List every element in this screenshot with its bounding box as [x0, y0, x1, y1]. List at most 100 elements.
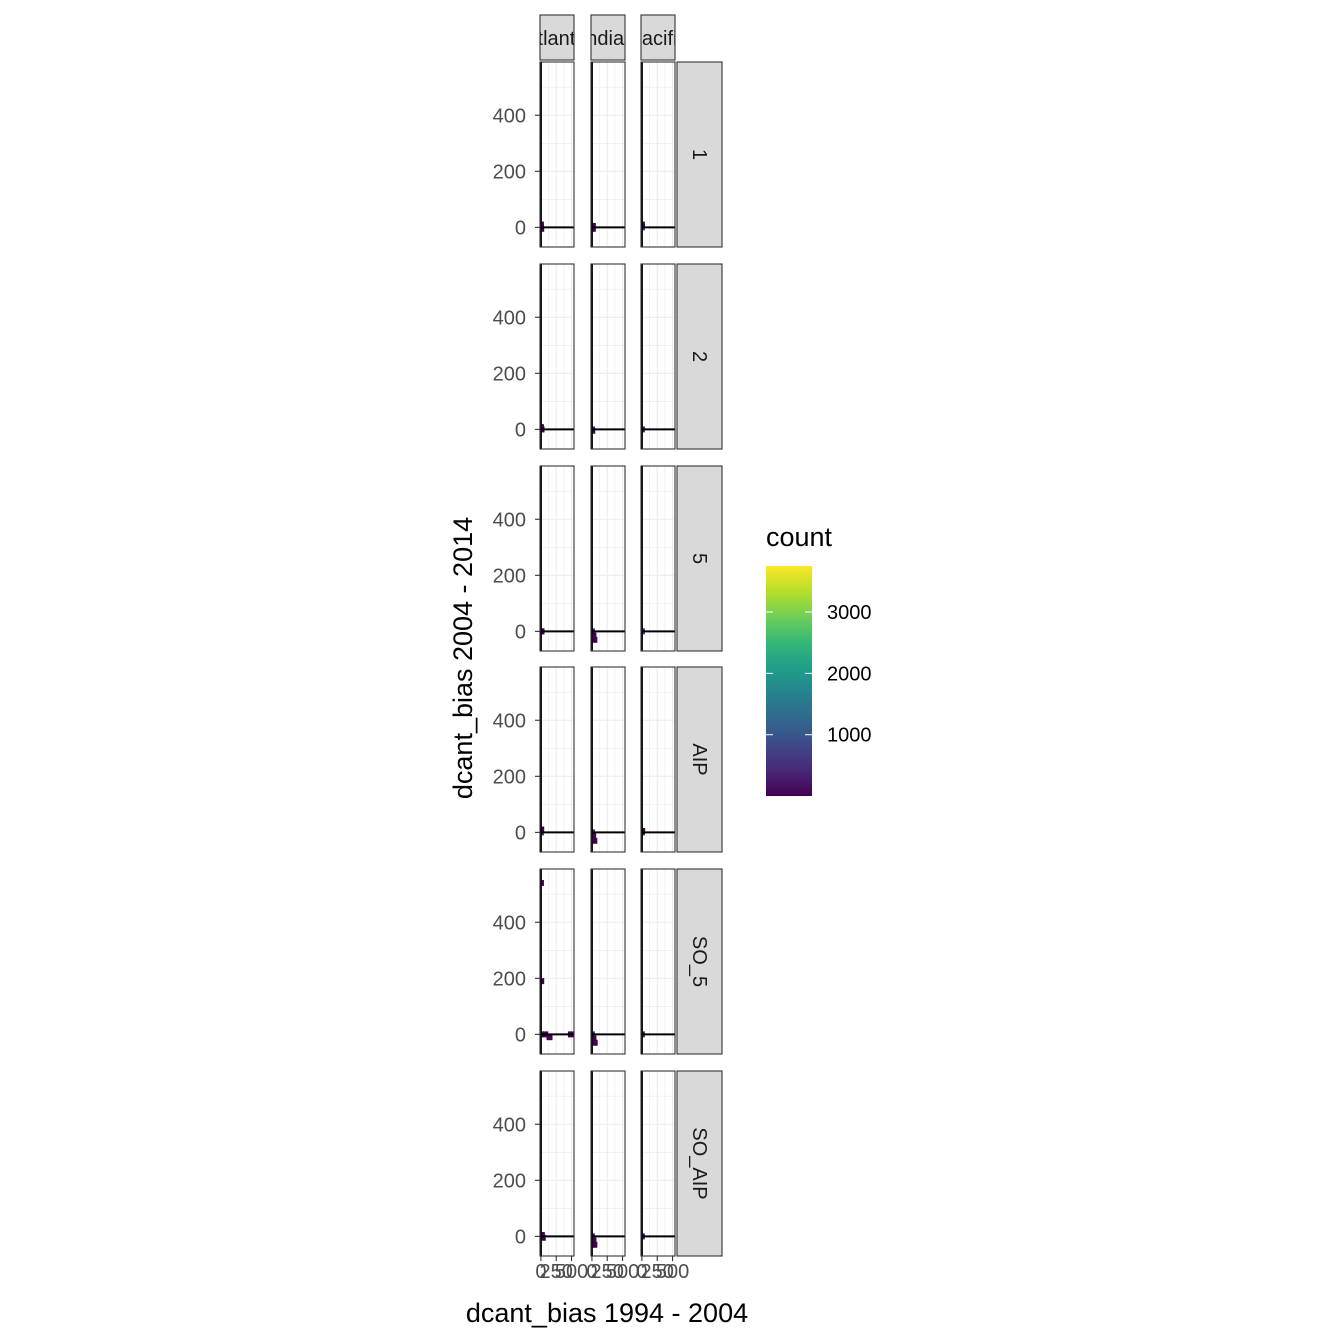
x-tick-label: 500: [555, 1261, 588, 1283]
column-strip-indian: Indian: [590, 14, 626, 61]
column-strip-label: Atlantic: [524, 28, 590, 50]
y-tick-label: 200: [493, 363, 526, 385]
panel-2-pacific: [640, 263, 676, 450]
panel-background: [591, 869, 625, 1054]
panel-plot-area: [540, 62, 574, 247]
y-axis-so-aip: 0 200 400: [493, 1114, 540, 1248]
column-strip-pacific: Pacific: [640, 14, 676, 61]
panel-so-aip-pacific: [640, 1070, 676, 1257]
heatmap-bin: [641, 221, 645, 228]
row-strip-label: SO_AIP: [688, 1127, 710, 1199]
panel-plot-area: [540, 264, 574, 449]
heatmap-bin: [591, 427, 596, 434]
panel-background: [540, 667, 574, 852]
panel-5-indian: [590, 465, 626, 652]
panel-border: [590, 263, 626, 450]
panel-background: [591, 466, 625, 651]
panel-plot-area: [540, 667, 574, 852]
heatmap-bin: [540, 424, 544, 431]
y-axis-2: 0 200 400: [493, 307, 540, 441]
y-axis-aip: 0 200 400: [493, 710, 540, 844]
panel-background: [540, 1071, 574, 1256]
y-axis-so-5: 0 200 400: [493, 912, 540, 1046]
panel-background: [591, 1071, 625, 1256]
heatmap-bin: [591, 837, 598, 844]
panel-plot-area: [641, 869, 675, 1054]
panel-plot-area: [641, 264, 675, 449]
y-tick-label: 0: [515, 1226, 526, 1248]
row-strip-label: SO_5: [688, 936, 710, 987]
row-strip-background: [676, 465, 723, 652]
y-axis-5: 0 200 400: [493, 509, 540, 643]
panel-plot-area: [641, 466, 675, 651]
row-strip-background: [676, 666, 723, 853]
heatmap-bin: [641, 827, 646, 834]
panel-border: [590, 868, 626, 1055]
heatmap-bin: [540, 225, 545, 232]
legend-tick-label: 1000: [827, 725, 872, 747]
row-strip-label: 1: [688, 149, 710, 160]
y-tick-label: 0: [515, 1024, 526, 1046]
panel-plot-area: [591, 62, 625, 247]
y-tick-label: 400: [493, 912, 526, 934]
panel-1-pacific: [640, 61, 676, 248]
heatmap-bin: [540, 1231, 545, 1238]
x-axis-title: dcant_bias 1994 - 2004: [466, 1298, 748, 1328]
heatmap-bin: [591, 636, 598, 643]
legend-tick-label: 3000: [827, 602, 872, 624]
panel-background: [641, 667, 675, 852]
panel-1-indian: [590, 61, 626, 248]
x-tick-label: 250: [641, 1261, 674, 1283]
panel-5-pacific: [640, 465, 676, 652]
column-strip-background: [640, 14, 676, 61]
x-tick-label: 500: [656, 1261, 689, 1283]
heatmap-bin: [591, 1241, 598, 1248]
panel-background: [591, 264, 625, 449]
panel-border: [640, 61, 676, 248]
row-strip-so-aip: SO_AIP: [676, 1070, 723, 1257]
y-tick-label: 200: [493, 766, 526, 788]
row-strip-1: 1: [676, 61, 723, 248]
heatmap-bin: [591, 222, 596, 229]
panel-border: [539, 666, 575, 853]
row-strip-so-5: SO_5: [676, 868, 723, 1055]
legend-title: count: [766, 522, 833, 552]
panel-border: [590, 61, 626, 248]
x-tick-label: 0: [535, 1261, 546, 1283]
column-strip-background: [539, 14, 575, 61]
row-strip-background: [676, 61, 723, 248]
legend-ticks: 1000 2000 3000: [766, 602, 872, 747]
panel-aip-atlantic: [539, 666, 575, 853]
panel-background: [641, 62, 675, 247]
panel-background: [591, 667, 625, 852]
panel-plot-area: [641, 62, 675, 247]
x-tick-label: 250: [540, 1261, 573, 1283]
panel-background: [540, 62, 574, 247]
panel-so-aip-indian: [590, 1070, 626, 1257]
panel-1-atlantic: [539, 61, 575, 248]
y-tick-label: 400: [493, 1114, 526, 1136]
x-tick-label: 250: [591, 1261, 624, 1283]
heatmap-bin: [591, 832, 597, 839]
panel-background: [641, 466, 675, 651]
heatmap-bin: [591, 632, 597, 639]
x-tick-label: 0: [636, 1261, 647, 1283]
panel-background: [591, 62, 625, 247]
row-strip-background: [676, 1070, 723, 1257]
row-strip-2: 2: [676, 263, 723, 450]
heatmap-bin: [591, 1035, 597, 1042]
y-axis-1: 0 200 400: [493, 105, 540, 239]
y-tick-label: 200: [493, 161, 526, 183]
heatmap-bin: [540, 221, 544, 228]
panel-border: [590, 1070, 626, 1257]
panel-so-5-indian: [590, 868, 626, 1055]
panel-border: [539, 61, 575, 248]
panel-plot-area: [591, 1071, 625, 1256]
y-tick-label: 200: [493, 1170, 526, 1192]
row-strips: 1 2 5 AIP SO_5 SO_AIP: [676, 61, 723, 1257]
column-strip-background: [590, 14, 626, 61]
